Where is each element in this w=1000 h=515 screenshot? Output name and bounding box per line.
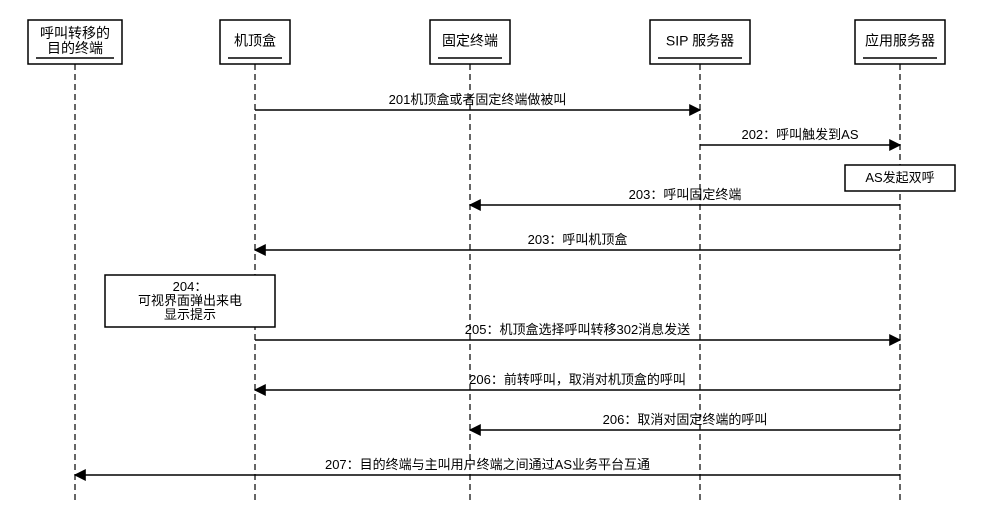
sequence-diagram: 呼叫转移的目的终端 机顶盒 固定终端 SIP 服务器 应用服务器 201机顶盒或者固定终端… <box>0 0 1000 515</box>
lifeline-label: 目的终端 <box>47 40 103 56</box>
message: 206：取消对固定终端的呼叫 <box>470 412 900 430</box>
message: 201机顶盒或者固定终端做被叫 <box>255 92 700 110</box>
lifeline-label: 呼叫转移的 <box>40 25 110 41</box>
note-text: 显示提示 <box>164 307 216 322</box>
message: 207：目的终端与主叫用户终端之间通过AS业务平台互通 <box>75 457 900 475</box>
lifeline-sip: SIP 服务器 <box>650 20 750 500</box>
lifeline-as: 应用服务器 <box>855 20 945 500</box>
message-label: 207：目的终端与主叫用户终端之间通过AS业务平台互通 <box>325 457 650 472</box>
message: 203：呼叫机顶盒 <box>255 232 900 250</box>
message-label: 202：呼叫触发到AS <box>741 127 858 142</box>
message: 205：机顶盒选择呼叫转移302消息发送 <box>255 322 900 340</box>
lifeline-target: 呼叫转移的目的终端 <box>28 20 122 500</box>
message-label: 205：机顶盒选择呼叫转移302消息发送 <box>465 322 690 337</box>
note-text: AS发起双呼 <box>865 170 934 185</box>
lifeline-label: 应用服务器 <box>865 33 935 49</box>
note-text: 可视界面弹出来电 <box>138 293 242 308</box>
note-as-note: AS发起双呼 <box>845 165 955 191</box>
message: 202：呼叫触发到AS <box>700 127 900 145</box>
note-stb-note: 204：可视界面弹出来电显示提示 <box>105 275 275 327</box>
lifeline-label: 固定终端 <box>442 33 498 49</box>
message-label: 203：呼叫固定终端 <box>629 187 742 202</box>
message-label: 206：前转呼叫，取消对机顶盒的呼叫 <box>469 372 686 387</box>
lifeline-label: SIP 服务器 <box>666 33 734 49</box>
message-label: 203：呼叫机顶盒 <box>528 232 628 247</box>
message: 206：前转呼叫，取消对机顶盒的呼叫 <box>255 372 900 390</box>
lifeline-label: 机顶盒 <box>234 33 276 49</box>
message-label: 201机顶盒或者固定终端做被叫 <box>389 92 567 107</box>
note-text: 204： <box>173 279 208 294</box>
message: 203：呼叫固定终端 <box>470 187 900 205</box>
lifeline-stb: 机顶盒 <box>220 20 290 500</box>
message-label: 206：取消对固定终端的呼叫 <box>603 412 768 427</box>
